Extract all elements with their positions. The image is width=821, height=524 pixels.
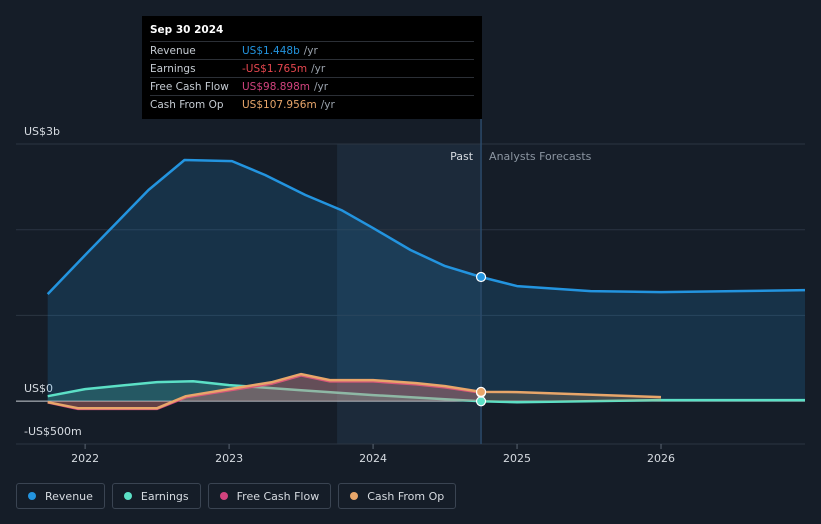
series-area (47, 160, 806, 402)
legend-label: Revenue (45, 489, 93, 503)
highlight-dot (475, 271, 487, 283)
legend-swatch (350, 492, 359, 500)
legend-swatch (219, 492, 228, 500)
legend-label: Free Cash Flow (236, 489, 320, 503)
forecast-label: Analysts Forecasts (489, 150, 592, 163)
legend-label: Cash From Op (367, 489, 445, 503)
tooltip-label: Free Cash Flow (150, 80, 229, 93)
x-tick-label: 2024 (359, 452, 387, 465)
legend-swatch (28, 492, 36, 500)
tooltip-label: Earnings (150, 62, 196, 75)
tooltip-label: Revenue (150, 44, 196, 57)
tooltip-row: Cash From Op US$107.956m/yr (150, 95, 474, 113)
tooltip-unit: /yr (303, 44, 318, 57)
legend-button[interactable]: Free Cash Flow (207, 483, 332, 509)
tooltip: Sep 30 2024 Revenue US$1.448b/yr Earnings -… (142, 16, 482, 119)
tooltip-unit: /yr (311, 62, 326, 75)
series-area (47, 374, 662, 409)
legend-button[interactable]: Cash From Op (338, 483, 457, 509)
legend-button[interactable]: Revenue (16, 483, 105, 509)
y-tick-label: US$0 (24, 382, 53, 395)
y-tick-label: -US$500m (24, 425, 82, 438)
highlight-dot (475, 386, 487, 397)
x-tick-label: 2023 (215, 452, 243, 465)
legend-label: Earnings (140, 489, 189, 503)
tooltip-row: Free Cash Flow US$98.898m/yr (150, 77, 474, 95)
tooltip-unit: /yr (320, 98, 335, 111)
tooltip-value: US$1.448b (242, 44, 300, 57)
series-area (47, 375, 482, 409)
series-line (46, 158, 806, 295)
x-tick-label: 2022 (71, 452, 99, 465)
past-label: Past (450, 150, 474, 163)
series-line (47, 372, 662, 410)
tooltip-row: Revenue US$1.448b/yr (150, 41, 474, 59)
tooltip-unit: /yr (314, 80, 329, 93)
highlight-dot (475, 396, 487, 407)
legend: Revenue Earnings Free Cash Flow Cash From O… (16, 483, 457, 509)
series-line (47, 379, 805, 404)
x-tick-label: 2025 (503, 452, 531, 465)
tooltip-label: Cash From Op (150, 98, 224, 111)
x-tick-label: 2026 (647, 452, 675, 465)
tooltip-row: Earnings -US$1.765m/yr (150, 59, 474, 77)
tooltip-value: -US$1.765m (242, 62, 308, 75)
tooltip-value: US$98.898m (242, 80, 310, 93)
y-tick-label: US$3b (24, 125, 60, 138)
legend-swatch (123, 492, 132, 500)
tooltip-value: US$107.956m (242, 98, 317, 111)
tooltip-date: Sep 30 2024 (150, 24, 224, 36)
legend-button[interactable]: Earnings (111, 483, 201, 509)
